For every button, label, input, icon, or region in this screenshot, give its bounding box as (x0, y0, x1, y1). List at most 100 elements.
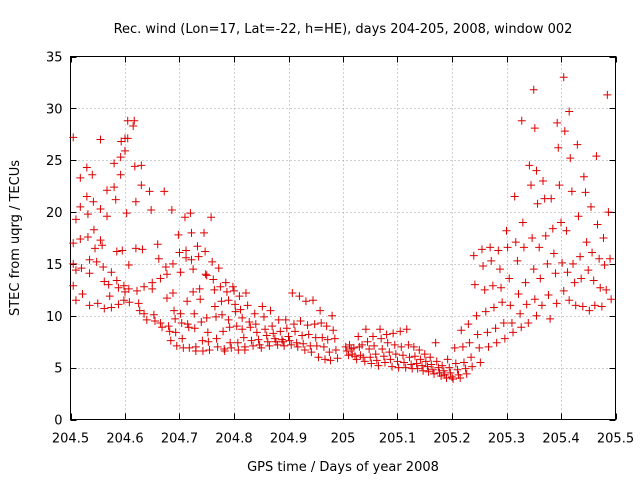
data-point (292, 338, 301, 347)
data-point (210, 285, 219, 294)
data-point (385, 348, 394, 357)
data-point (393, 357, 402, 366)
data-point (494, 246, 503, 255)
data-point (236, 305, 245, 314)
data-point (597, 302, 606, 311)
data-point (187, 255, 196, 264)
data-point (318, 333, 327, 342)
data-point (121, 146, 129, 155)
data-point (500, 334, 509, 343)
data-point (82, 163, 91, 172)
data-point (326, 356, 335, 365)
data-point (368, 332, 377, 341)
data-point (388, 362, 397, 371)
data-point (202, 313, 211, 322)
data-point (543, 259, 552, 268)
data-point (100, 277, 109, 286)
data-point (467, 353, 476, 362)
x-tick-label: 205.4 (542, 432, 579, 447)
data-point (509, 328, 518, 337)
data-point (329, 326, 338, 335)
data-point (221, 278, 230, 287)
data-point (174, 230, 183, 239)
data-point (574, 212, 583, 221)
data-point (394, 363, 403, 372)
data-point (345, 340, 354, 349)
data-point (585, 306, 594, 315)
data-point (296, 316, 305, 325)
data-point (544, 291, 553, 300)
data-point (202, 271, 211, 280)
data-point (426, 353, 435, 362)
data-point (359, 353, 368, 362)
data-point (370, 341, 379, 350)
data-point (194, 252, 203, 261)
data-point (259, 312, 268, 321)
data-point (462, 369, 471, 378)
data-point (83, 210, 92, 219)
data-point (89, 225, 98, 234)
data-point (268, 322, 277, 331)
data-point (567, 187, 576, 196)
data-point (265, 341, 274, 350)
data-point (131, 197, 140, 206)
data-point (203, 328, 212, 337)
data-point (559, 286, 568, 295)
data-point (250, 309, 259, 318)
data-point (562, 226, 571, 235)
data-point (481, 307, 490, 316)
data-point (258, 302, 267, 311)
data-point (410, 352, 419, 361)
data-point (217, 297, 226, 306)
data-point (552, 299, 561, 308)
x-tick-label: 205.2 (433, 432, 470, 447)
data-point (304, 330, 313, 339)
data-point (469, 251, 478, 260)
data-point (565, 296, 574, 305)
data-point (252, 328, 261, 337)
data-point (499, 319, 508, 328)
data-point (475, 343, 484, 352)
data-point (184, 323, 193, 332)
data-point (110, 183, 119, 192)
data-point (476, 358, 485, 367)
x-tick-label: 204.8 (215, 432, 252, 447)
data-point (96, 135, 105, 144)
data-point (83, 232, 92, 241)
data-point (140, 282, 149, 291)
data-point (200, 228, 209, 237)
data-point (535, 243, 544, 252)
data-point (208, 257, 217, 266)
data-point (138, 245, 147, 254)
data-point (606, 254, 615, 263)
data-point (472, 311, 481, 320)
data-point (112, 247, 121, 256)
data-point (195, 284, 204, 293)
data-point (557, 218, 565, 227)
data-point (213, 342, 222, 351)
data-point (376, 325, 385, 334)
data-point (510, 192, 519, 201)
data-point (130, 116, 139, 125)
x-tick-label: 205.3 (488, 432, 525, 447)
y-tick-label: 20 (46, 206, 63, 221)
data-point (309, 296, 318, 305)
data-point (196, 295, 205, 304)
data-point (487, 256, 496, 265)
data-point (374, 361, 383, 370)
data-point (397, 342, 406, 351)
data-point (428, 365, 437, 374)
data-point (170, 306, 179, 315)
data-point (204, 337, 213, 346)
data-point (328, 311, 337, 320)
data-point (233, 338, 242, 347)
data-point (592, 152, 601, 161)
data-point (176, 268, 185, 277)
data-point (100, 304, 109, 313)
data-point (99, 263, 108, 272)
data-point (111, 195, 120, 204)
data-point (546, 314, 555, 323)
data-point (273, 340, 282, 349)
data-point (183, 297, 192, 306)
data-point (257, 343, 266, 352)
